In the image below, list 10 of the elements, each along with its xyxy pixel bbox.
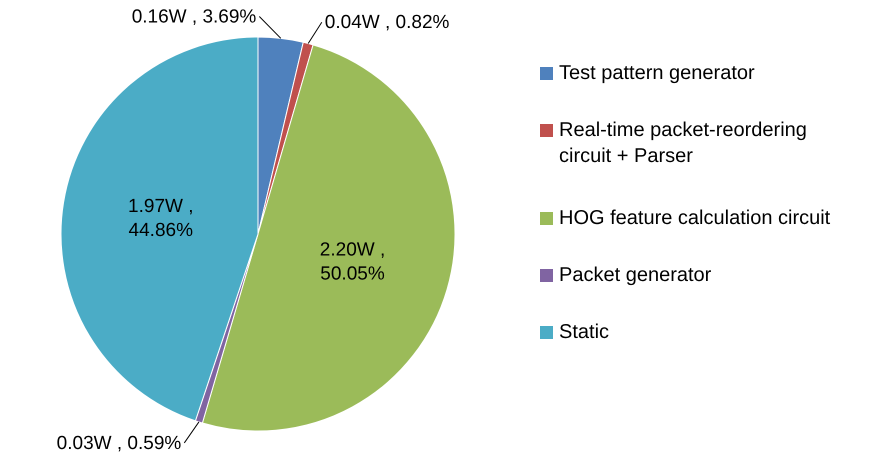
- legend-label: HOG feature calculation circuit: [559, 206, 832, 231]
- legend-label: Packet generator: [559, 263, 712, 288]
- legend-label: Test pattern generator: [559, 61, 756, 86]
- data-label: 0.03W , 0.59%: [56, 432, 182, 454]
- data-label: 1.97W , 44.86%: [128, 196, 194, 242]
- legend-label: Real-time packet-reordering circuit + Parser: [559, 118, 808, 169]
- data-label: 0.16W , 3.69%: [132, 6, 256, 28]
- legend-label: Static: [559, 320, 610, 345]
- data-label: 0.04W , 0.82%: [324, 12, 450, 34]
- data-label: 2.20W , 50.05%: [320, 240, 386, 285]
